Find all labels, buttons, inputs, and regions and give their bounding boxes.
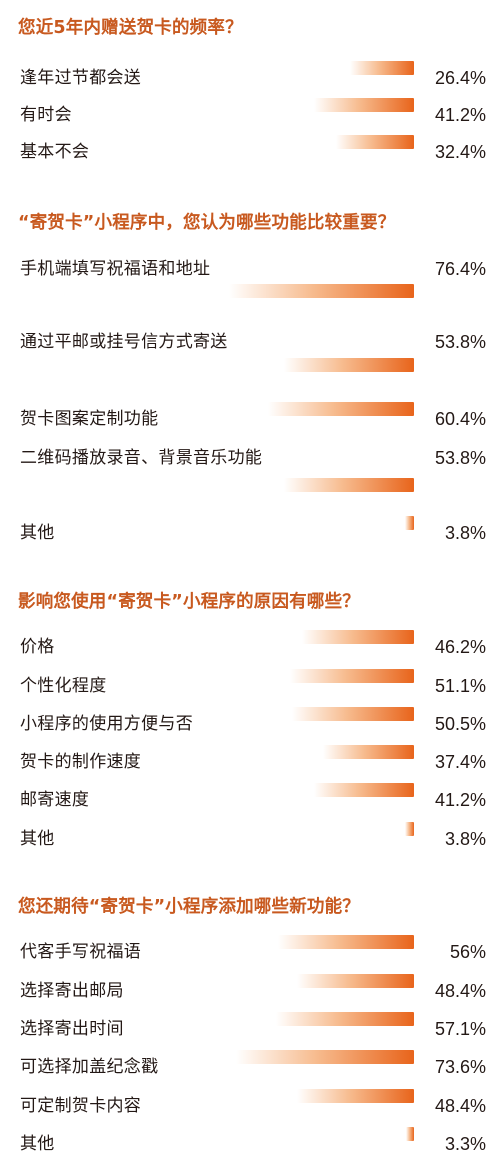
category-label: 通过平邮或挂号信方式寄送 bbox=[20, 332, 228, 352]
category-label: 逢年过节都会送 bbox=[20, 68, 142, 88]
bar-mark bbox=[291, 707, 414, 721]
category-label: 二维码播放录音、背景音乐功能 bbox=[20, 448, 263, 468]
value-label: 53.8% bbox=[434, 332, 486, 352]
category-label: 其他 bbox=[20, 523, 55, 543]
category-label: 个性化程度 bbox=[20, 676, 107, 696]
bar-mark bbox=[229, 284, 414, 298]
bar-mark bbox=[283, 358, 414, 372]
section-title: 影响您使用“寄贺卡”小程序的原因有哪些？ bbox=[18, 592, 361, 612]
value-label: 73.6% bbox=[434, 1057, 486, 1077]
bar-mark bbox=[314, 98, 414, 112]
value-label: 56% bbox=[449, 942, 486, 962]
bar-mark bbox=[235, 1050, 414, 1064]
bar-mark bbox=[267, 402, 414, 416]
value-label: 41.2% bbox=[434, 105, 486, 125]
value-label: 57.1% bbox=[434, 1019, 486, 1039]
value-label: 3.3% bbox=[444, 1134, 486, 1154]
category-label: 贺卡图案定制功能 bbox=[20, 409, 159, 429]
bar-mark bbox=[278, 935, 414, 949]
category-label: 基本不会 bbox=[20, 142, 90, 162]
value-label: 76.4% bbox=[434, 259, 486, 279]
value-label: 3.8% bbox=[444, 523, 486, 543]
category-label: 其他 bbox=[20, 1134, 55, 1154]
bar-mark bbox=[296, 1089, 414, 1103]
section-title: “寄贺卡”小程序中，您认为哪些功能比较重要？ bbox=[18, 213, 396, 233]
bar-mark bbox=[404, 822, 414, 836]
bar-mark bbox=[302, 630, 414, 644]
category-label: 其他 bbox=[20, 829, 55, 849]
category-label: 代客手写祝福语 bbox=[20, 942, 142, 962]
bar-mark bbox=[406, 1127, 414, 1141]
value-label: 46.2% bbox=[434, 637, 486, 657]
bar-mark bbox=[350, 61, 414, 75]
section-title: 您近5年内赠送贺卡的频率？ bbox=[18, 18, 243, 38]
category-label: 手机端填写祝福语和地址 bbox=[20, 259, 211, 279]
value-label: 50.5% bbox=[434, 714, 486, 734]
value-label: 26.4% bbox=[434, 68, 486, 88]
bar-mark bbox=[323, 745, 414, 759]
value-label: 32.4% bbox=[434, 142, 486, 162]
value-label: 48.4% bbox=[434, 981, 486, 1001]
category-label: 选择寄出时间 bbox=[20, 1019, 124, 1039]
bar-mark bbox=[275, 1012, 414, 1026]
category-label: 有时会 bbox=[20, 105, 72, 125]
value-label: 53.8% bbox=[434, 448, 486, 468]
value-label: 3.8% bbox=[444, 829, 486, 849]
category-label: 贺卡的制作速度 bbox=[20, 752, 142, 772]
category-label: 可定制贺卡内容 bbox=[20, 1096, 142, 1116]
bar-mark bbox=[404, 516, 414, 530]
bar-mark bbox=[314, 783, 414, 797]
value-label: 48.4% bbox=[434, 1096, 486, 1116]
category-label: 价格 bbox=[20, 637, 55, 657]
bar-mark bbox=[290, 669, 414, 683]
value-label: 37.4% bbox=[434, 752, 486, 772]
section-title: 您还期待“寄贺卡”小程序添加哪些新功能？ bbox=[18, 897, 361, 917]
category-label: 邮寄速度 bbox=[20, 790, 90, 810]
category-label: 选择寄出邮局 bbox=[20, 981, 124, 1001]
category-label: 可选择加盖纪念戳 bbox=[20, 1057, 159, 1077]
bar-mark bbox=[283, 478, 414, 492]
bar-mark bbox=[335, 135, 414, 149]
value-label: 41.2% bbox=[434, 790, 486, 810]
bar-mark bbox=[296, 974, 414, 988]
value-label: 51.1% bbox=[434, 676, 486, 696]
category-label: 小程序的使用方便与否 bbox=[20, 714, 193, 734]
value-label: 60.4% bbox=[434, 409, 486, 429]
